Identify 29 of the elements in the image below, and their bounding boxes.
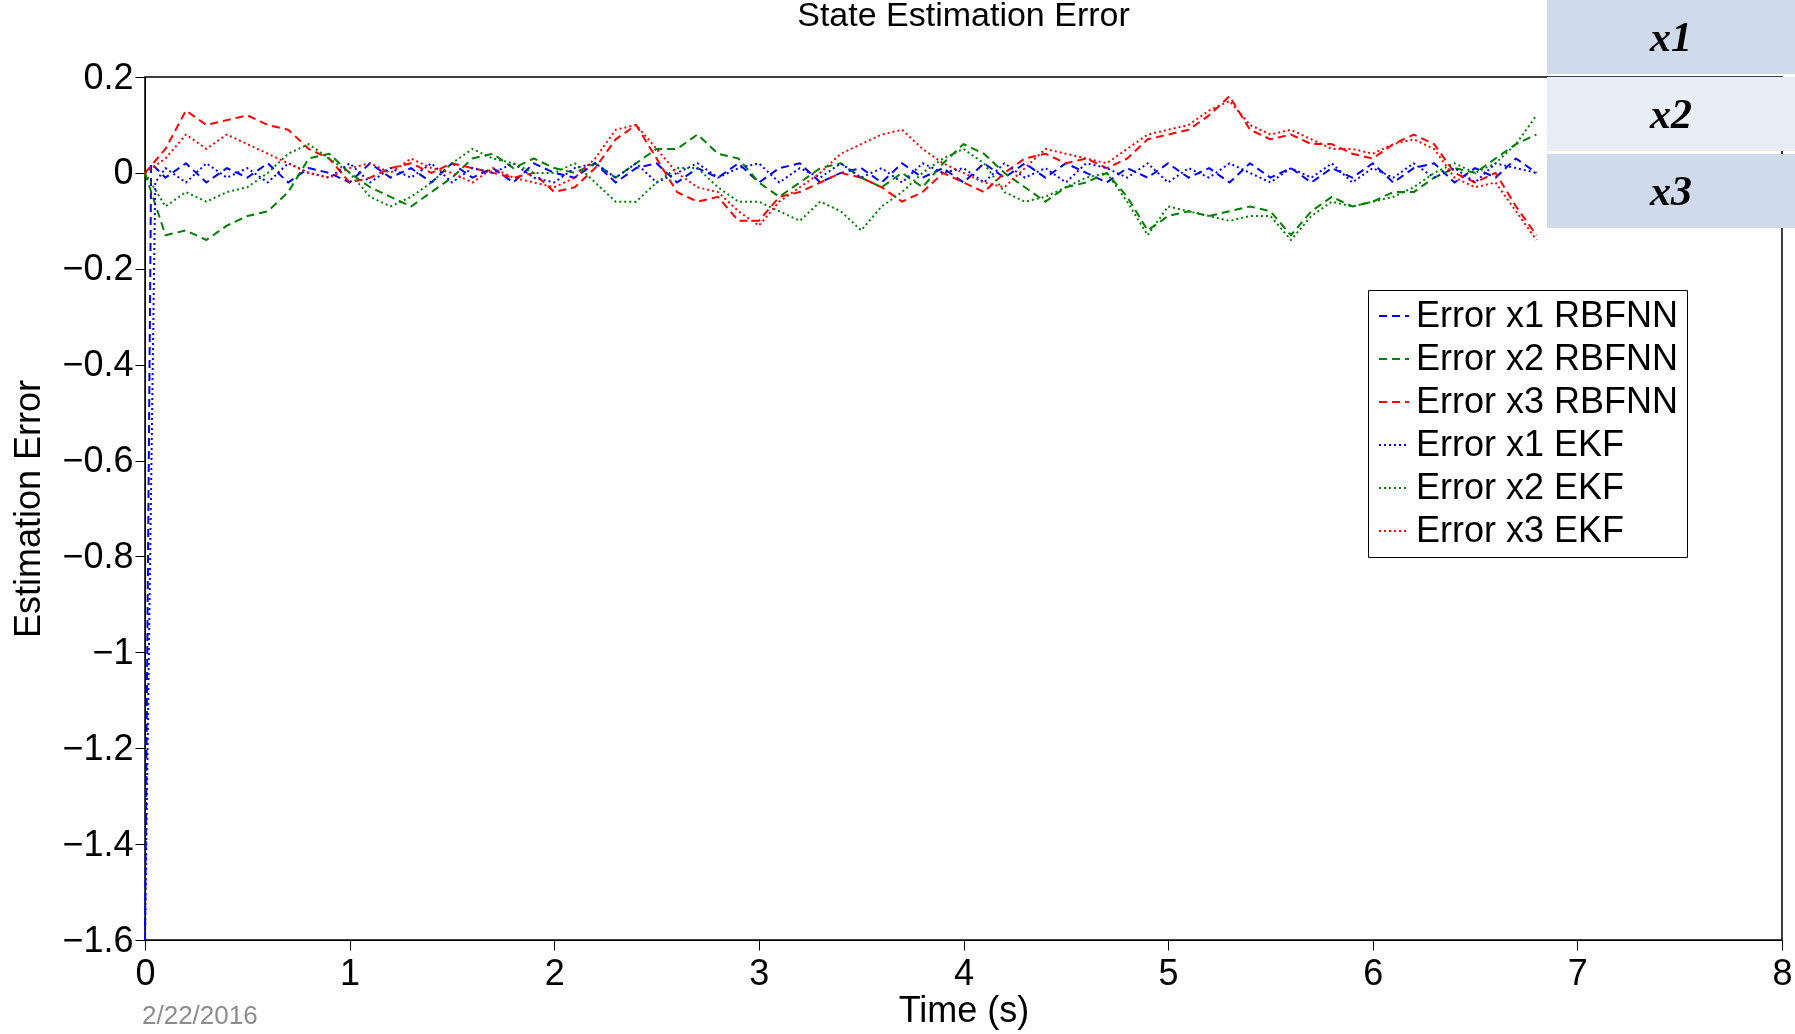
legend-label: Error x3 EKF: [1416, 509, 1625, 550]
y-tick-label: 0.2: [83, 55, 134, 97]
x-tick-label: 5: [1158, 951, 1179, 993]
legend-label: Error x1 RBFNN: [1416, 294, 1679, 335]
chart-title: State Estimation Error: [797, 0, 1130, 33]
text: 2/22/2016: [142, 1000, 258, 1031]
y-tick-label: −1.2: [62, 726, 134, 768]
y-tick-label: −1.4: [62, 822, 134, 864]
y-tick-label: −0.6: [62, 439, 134, 481]
legend-label: Error x2 EKF: [1416, 466, 1625, 507]
legend-label: Error x3 RBFNN: [1416, 380, 1679, 421]
legend-label: Error x1 EKF: [1416, 423, 1625, 464]
state-table: x1 x2 x3: [1547, 0, 1795, 231]
annotation: x2: [1547, 77, 1795, 151]
y-tick-label: −1: [92, 630, 134, 672]
y-tick-label: −0.8: [62, 534, 134, 576]
x-tick-label: 1: [340, 951, 361, 993]
y-axis-title: Estimation Error: [7, 379, 49, 639]
x-tick-label: 7: [1567, 951, 1588, 993]
y-tick-label: −0.4: [62, 343, 134, 385]
x-tick-label: 8: [1772, 951, 1793, 993]
annotation: x3: [1547, 154, 1795, 228]
y-tick-label: −0.2: [62, 247, 134, 289]
y-tick-label: −1.6: [62, 918, 134, 960]
y-tick-label: 0: [113, 151, 134, 193]
x-tick-label: 2: [544, 951, 565, 993]
x-tick-label: 3: [749, 951, 770, 993]
x-tick-label: 6: [1363, 951, 1384, 993]
legend-label: Error x2 RBFNN: [1416, 337, 1679, 378]
